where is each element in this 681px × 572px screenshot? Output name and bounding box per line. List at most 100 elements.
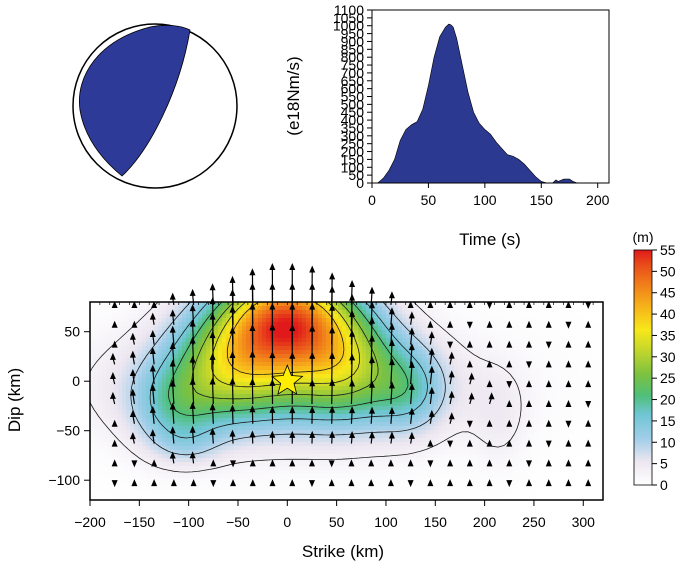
slip-cell (258, 414, 263, 419)
slip-cell (230, 486, 235, 491)
slip-cell (446, 442, 451, 447)
slip-cell (150, 338, 155, 343)
slip-cell (370, 422, 375, 427)
slip-cell (314, 430, 319, 435)
slip-cell (118, 302, 123, 307)
slip-cell (446, 470, 451, 475)
slip-cell (262, 434, 267, 439)
slip-cell (110, 474, 115, 479)
slip-cell (450, 358, 455, 363)
slip-cell (390, 474, 395, 479)
slip-cell (438, 390, 443, 395)
slip-cell (438, 470, 443, 475)
slip-cell (122, 406, 127, 411)
slip-cell (374, 362, 379, 367)
slip-cell (222, 302, 227, 307)
slip-cell (482, 350, 487, 355)
focal-mechanism (72, 23, 238, 189)
slip-cell (98, 454, 103, 459)
slip-cell (262, 346, 267, 351)
slip-cell (294, 342, 299, 347)
slip-cell (442, 382, 447, 387)
slip-cell (126, 422, 131, 427)
slip-cell (294, 442, 299, 447)
slip-cell (122, 438, 127, 443)
slip-cell (466, 490, 471, 495)
slip-cell (94, 382, 99, 387)
slip-cell (422, 482, 427, 487)
slip-cell (258, 406, 263, 411)
slip-cell (266, 438, 271, 443)
slip-cell (94, 426, 99, 431)
slip-cell (190, 422, 195, 427)
slip-cell (238, 470, 243, 475)
slip-cell (406, 378, 411, 383)
slip-cell (390, 370, 395, 375)
slip-cell (222, 366, 227, 371)
slip-cell (234, 430, 239, 435)
slip-cell (122, 386, 127, 391)
slip-cell (198, 494, 203, 499)
slip-cell (342, 350, 347, 355)
slip-cell (126, 334, 131, 339)
stf-ytick-label: 350 (341, 120, 365, 136)
slip-cell (218, 318, 223, 323)
slip-cell (378, 494, 383, 499)
slip-cell (126, 498, 131, 500)
slip-cell (338, 370, 343, 375)
slip-cell (362, 430, 367, 435)
slip-cell (90, 470, 95, 475)
slip-cell (254, 314, 259, 319)
slip-cell (146, 438, 151, 443)
slip-cell (106, 346, 111, 351)
slip-cell (438, 314, 443, 319)
slip-cell (266, 350, 271, 355)
slip-cell (362, 490, 367, 495)
slip-cell (378, 490, 383, 495)
slip-cell (122, 462, 127, 467)
slip-cell (434, 430, 439, 435)
slip-cell (186, 454, 191, 459)
slip-cell (238, 370, 243, 375)
slip-cell (198, 410, 203, 415)
slip-cell (406, 306, 411, 311)
slip-cell (458, 318, 463, 323)
slip-cell (466, 306, 471, 311)
slip-cell (394, 494, 399, 499)
slip-cell (246, 414, 251, 419)
slip-cell (174, 430, 179, 435)
slip-cell (242, 438, 247, 443)
slip-cell (198, 370, 203, 375)
slip-cell (470, 390, 475, 395)
slip-cell (458, 486, 463, 491)
slip-cell (90, 462, 95, 467)
slip-cell (258, 342, 263, 347)
slip-cell (422, 326, 427, 331)
slip-cell (190, 346, 195, 351)
slip-cell (130, 394, 135, 399)
slip-cell (314, 354, 319, 359)
slip-cell (166, 354, 171, 359)
slip-cell (106, 446, 111, 451)
slip-cell (354, 358, 359, 363)
slip-cell (422, 426, 427, 431)
slip-cell (126, 394, 131, 399)
slip-cell (154, 402, 159, 407)
slip-cell (298, 310, 303, 315)
slip-cell (126, 338, 131, 343)
slip-cell (190, 350, 195, 355)
slip-cell (326, 430, 331, 435)
slip-cell (234, 366, 239, 371)
slip-cell (390, 378, 395, 383)
slip-cell (214, 330, 219, 335)
slip-cell (394, 402, 399, 407)
slip-cell (102, 434, 107, 439)
slip-cell (234, 390, 239, 395)
slip-cell (94, 326, 99, 331)
slip-cell (238, 302, 243, 307)
slip-cell (246, 410, 251, 415)
slip-cell (162, 342, 167, 347)
slip-cell (242, 322, 247, 327)
slip-cell (266, 450, 271, 455)
slip-cell (406, 470, 411, 475)
